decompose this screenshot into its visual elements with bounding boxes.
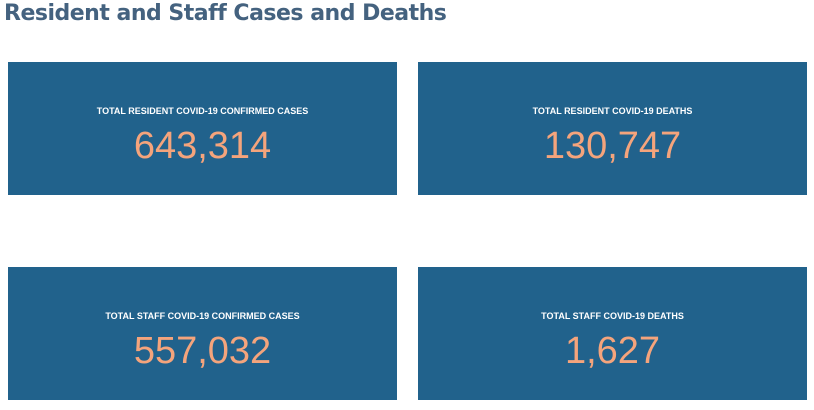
card-value: 130,747 [543, 125, 682, 167]
kpi-card: TOTAL STAFF COVID-19 CONFIRMED CASES 557,… [8, 267, 397, 400]
card-label: TOTAL STAFF COVID-19 CONFIRMED CASES [105, 311, 300, 321]
page-title: Resident and Staff Cases and Deaths [4, 1, 447, 26]
card-label: TOTAL RESIDENT COVID-19 DEATHS [532, 106, 693, 116]
card-value: 643,314 [133, 125, 272, 167]
card-value: 1,627 [564, 330, 661, 372]
kpi-card: TOTAL STAFF COVID-19 DEATHS 1,627 [418, 267, 807, 400]
card-value: 557,032 [133, 330, 272, 372]
kpi-card: TOTAL RESIDENT COVID-19 CONFIRMED CASES 6… [8, 62, 397, 195]
kpi-card: TOTAL RESIDENT COVID-19 DEATHS 130,747 [418, 62, 807, 195]
card-label: TOTAL RESIDENT COVID-19 CONFIRMED CASES [96, 106, 309, 116]
card-label: TOTAL STAFF COVID-19 DEATHS [541, 311, 684, 321]
